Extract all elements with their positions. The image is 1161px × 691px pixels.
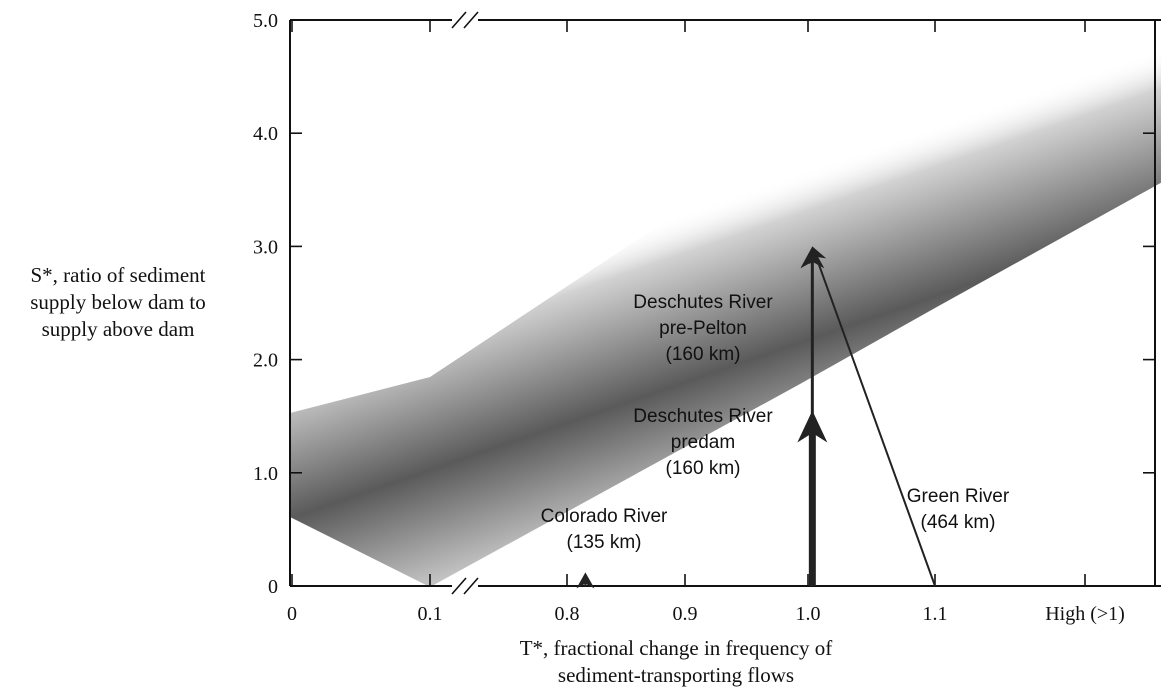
break-slash: [463, 577, 479, 595]
x-tick-label: 0.8: [555, 603, 580, 625]
plot-frame: [289, 11, 1161, 595]
x-tick-label: High (>1): [1045, 603, 1125, 625]
y-axis-title-line: S*, ratio of sediment: [31, 263, 206, 287]
y-axis-title: S*, ratio of sediment supply below dam to…: [30, 263, 206, 341]
x-tick-label: 1.1: [923, 603, 948, 625]
ticks: 0 1.0 2.0 3.0 4.0 5.0 0 0.1 0.8 0.9 1.0 1.1 High (>1…: [253, 10, 1155, 625]
x-axis-title-line: sediment-transporting flows: [558, 663, 794, 687]
y-tick-label: 4.0: [253, 123, 278, 145]
arrow-1: [576, 572, 595, 589]
gradient-band: [290, 20, 1161, 586]
arrow-2: [797, 410, 828, 586]
arrow-head: [576, 572, 595, 589]
y-tick-label: 0: [268, 576, 278, 598]
arrow-label-4: Green River (464 km): [907, 486, 1010, 533]
arrow-label-line: Green River: [907, 486, 1010, 507]
break-gap: [452, 580, 478, 592]
arrow-label-3: Deschutes River pre-Pelton (160 km): [633, 292, 773, 365]
x-axis-break-top: [451, 11, 479, 29]
y-tick-label: 3.0: [253, 236, 278, 258]
y-tick-label: 5.0: [253, 10, 278, 32]
x-tick-label: 1.0: [796, 603, 821, 625]
arrow-label-1: Colorado River (135 km): [541, 506, 668, 553]
labels: Colorado River (135 km) Deschutes River pre…: [30, 263, 1010, 687]
break-slash: [463, 11, 479, 29]
x-tick-label: 0: [287, 603, 297, 625]
arrow-label-line: Deschutes River: [633, 292, 773, 313]
x-axis-title: T*, fractional change in frequency of sed…: [520, 636, 833, 687]
arrow-label-line: pre-Pelton: [659, 318, 747, 339]
arrow-head: [809, 246, 827, 265]
arrow-label-line: (464 km): [921, 512, 996, 533]
break-slash: [451, 577, 467, 595]
x-axis-title-line: T*, fractional change in frequency of: [520, 636, 833, 660]
arrow-label-line: (160 km): [666, 458, 741, 479]
x-tick-label: 0.1: [418, 603, 443, 625]
break-slash: [451, 11, 467, 29]
arrows: [576, 246, 936, 589]
x-tick-label: 0.9: [673, 603, 698, 625]
y-tick-label: 1.0: [253, 463, 278, 485]
arrow-label-line: Colorado River: [541, 506, 668, 527]
arrow-label-line: predam: [671, 432, 735, 453]
x-axis-break-bottom: [451, 577, 479, 595]
arrow-label-line: (135 km): [567, 532, 642, 553]
y-axis-title-line: supply below dam to: [30, 290, 206, 314]
band-shade: [290, 20, 1161, 586]
arrow-4: [809, 246, 936, 587]
arrow-label-2: Deschutes River predam (160 km): [633, 406, 773, 479]
y-axis-title-line: supply above dam: [42, 317, 195, 341]
arrow-shaft: [814, 255, 936, 587]
y-tick-label: 2.0: [253, 350, 278, 372]
arrow-label-line: (160 km): [666, 344, 741, 365]
arrow-label-line: Deschutes River: [633, 406, 773, 427]
break-gap: [452, 14, 478, 26]
